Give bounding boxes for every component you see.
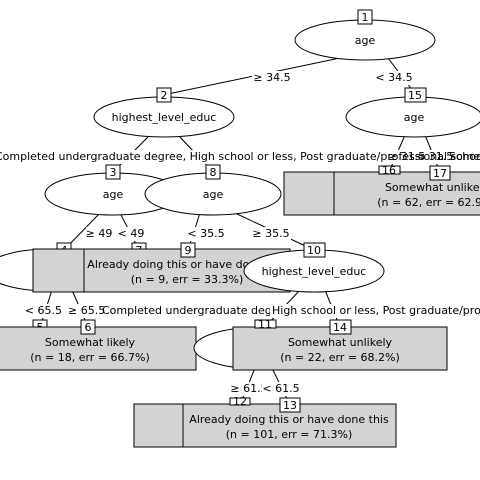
node-13-label: Already doing this or have done this — [189, 413, 389, 426]
node-14-stats: (n = 22, err = 68.2%) — [280, 351, 400, 364]
edge-1-left-label: ≥ 34.5 — [253, 71, 290, 84]
edge-1-2 — [163, 58, 340, 95]
node-17-stats: (n = 62, err = 62.9%) — [377, 196, 480, 209]
node-2: highest_level_educ 2 — [94, 88, 234, 137]
node-1-label: age — [355, 34, 376, 47]
node-15-label: age — [404, 111, 425, 124]
node-2-id: 2 — [161, 89, 168, 102]
edge-10-left-label: Completed undergraduate degree — [102, 304, 290, 317]
node-15-id: 15 — [408, 89, 422, 102]
node-13: Already doing this or have done this (n … — [134, 398, 396, 447]
node-10-id: 10 — [307, 244, 321, 257]
node-14-id: 14 — [333, 321, 347, 334]
node-12-id: 12 — [233, 395, 247, 408]
node-17-id: 17 — [433, 167, 447, 180]
node-1: age 1 — [295, 10, 435, 60]
edge-4-left-label: < 65.5 — [25, 304, 62, 317]
node-2-label: highest_level_educ — [112, 111, 217, 124]
edge-4-right-label: ≥ 65.5 — [68, 304, 105, 317]
edge-15-right-label: < 31.5 — [416, 150, 453, 163]
edge-8-left-label: < 35.5 — [187, 227, 224, 240]
edge-1-right-label: < 34.5 — [375, 71, 412, 84]
node-11-id: 11 — [258, 318, 272, 331]
node-9-stats: (n = 9, err = 33.3%) — [131, 273, 244, 286]
node-9-id: 9 — [185, 244, 192, 257]
node-8: age 8 — [145, 165, 281, 215]
node-3-label: age — [103, 188, 124, 201]
node-8-id: 8 — [210, 166, 217, 179]
edge-15-cut-label: Some — [449, 150, 480, 163]
edge-10-right-label: High school or less, Post graduate/profe… — [272, 304, 480, 317]
node-14-label: Somewhat unlikely — [288, 336, 393, 349]
edge-3-left-label: ≥ 49 — [86, 227, 113, 240]
node-6-stats: (n = 18, err = 66.7%) — [30, 351, 150, 364]
node-17-label: Somewhat unlikely — [385, 181, 480, 194]
node-6: Somewhat likely (n = 18, err = 66.7%) 6 — [0, 320, 196, 370]
node-16-id: 16 — [382, 164, 396, 177]
node-6-id: 6 — [85, 321, 92, 334]
node-9-bar — [33, 249, 84, 292]
node-6-label: Somewhat likely — [45, 336, 136, 349]
node-13-stats: (n = 101, err = 71.3%) — [226, 428, 353, 441]
node-15: age 15 — [346, 88, 480, 137]
node-3-id: 3 — [110, 166, 117, 179]
node-13-id: 13 — [283, 399, 297, 412]
node-10-label: highest_level_educ — [262, 265, 367, 278]
edge-3-right-label: < 49 — [118, 227, 145, 240]
node-1-id: 1 — [362, 11, 369, 24]
edge-8-right-label: ≥ 35.5 — [252, 227, 289, 240]
node-8-label: age — [203, 188, 224, 201]
node-13-bar — [134, 404, 183, 447]
node-17-bar — [284, 172, 334, 215]
edge-11-right-label: < 61.5 — [262, 382, 299, 395]
